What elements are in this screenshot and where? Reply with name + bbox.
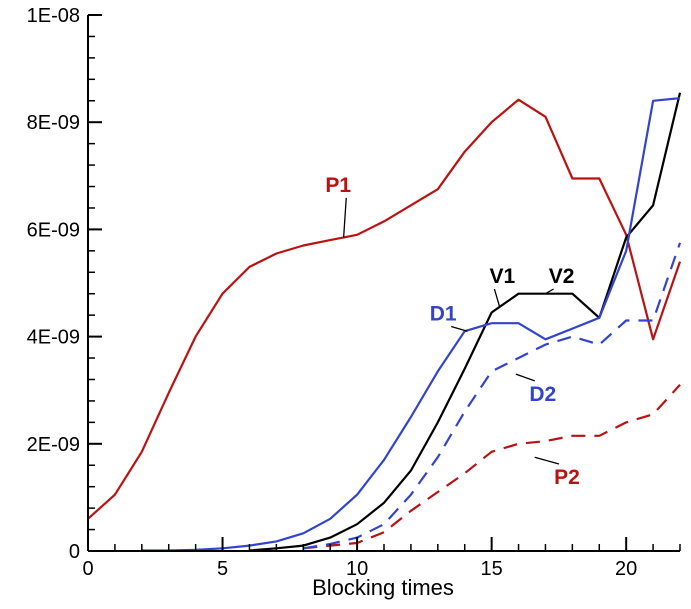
series-line-d2	[303, 242, 682, 550]
leader-line-d2	[515, 373, 535, 382]
series-layer	[87, 92, 682, 552]
x-axis-title: Blocking times	[312, 575, 454, 600]
x-tick-label: 20	[615, 558, 637, 580]
series-label-v1: V1	[490, 265, 516, 288]
x-tick-label: 0	[82, 558, 93, 580]
series-label-v2: V2	[549, 265, 575, 288]
y-tick-label: 2E-09	[27, 434, 80, 456]
x-tick-label: 5	[217, 558, 228, 580]
axes: 0 2E-09 4E-09 6E-09 8E-09 1E-08 0 5 10 15 20	[27, 5, 681, 580]
series-label-d1: D1	[430, 303, 457, 326]
leader-line-p1	[342, 197, 347, 238]
series-label-d2: D2	[529, 383, 556, 406]
series-label-p1: P1	[325, 174, 351, 197]
leader-line-d1	[451, 325, 468, 332]
series-label-p2: P2	[554, 466, 580, 489]
series-line-d1	[141, 97, 681, 552]
y-tick-label: 4E-09	[27, 327, 80, 349]
y-tick-label: 1E-08	[27, 5, 80, 27]
x-tick-label: 10	[346, 558, 368, 580]
leader-line-v1	[493, 288, 501, 308]
series-line-v1	[249, 92, 682, 552]
series-line-p1	[87, 98, 682, 520]
y-tick-label: 6E-09	[27, 219, 80, 241]
y-tick-label: 0	[69, 541, 80, 563]
annotation-layer: P1 V1 V2 D1 D2 P2	[325, 174, 579, 489]
series-line-p2	[303, 384, 681, 550]
x-tick-label: 15	[481, 558, 503, 580]
leader-line-v2	[545, 288, 554, 295]
y-tick-label: 8E-09	[27, 112, 80, 134]
leader-line-p2	[534, 456, 560, 465]
